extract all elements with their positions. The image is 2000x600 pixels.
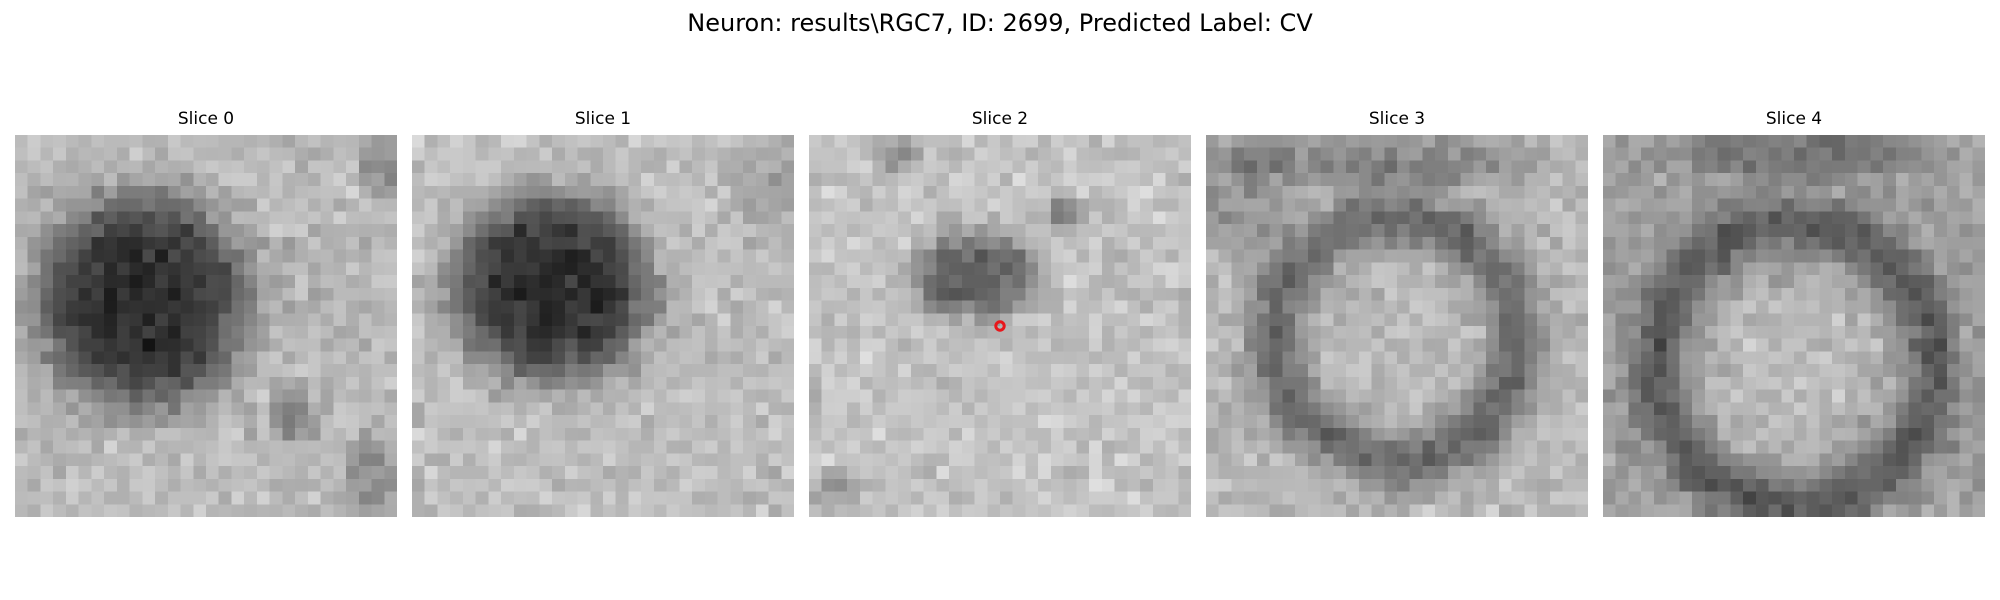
slice-panels: Slice 0 Slice 1 Slice 2 Slice 3 Slice 4 [15, 108, 1990, 518]
slice-title-4: Slice 4 [1765, 109, 1823, 129]
slice-title-2: Slice 2 [971, 109, 1029, 129]
slice-image-0 [15, 135, 397, 517]
slice-panel-0: Slice 0 [15, 108, 397, 517]
slice-title-0: Slice 0 [177, 109, 235, 129]
slice-title-3: Slice 3 [1368, 109, 1426, 129]
slice-image-2 [809, 135, 1191, 517]
figure-title: Neuron: results\RGC7, ID: 2699, Predicte… [687, 9, 1313, 37]
slice-image-4 [1603, 135, 1985, 517]
slice-title-1: Slice 1 [574, 109, 632, 129]
slice-panel-3: Slice 3 [1206, 108, 1588, 517]
slice-image-1 [412, 135, 794, 517]
slice-image-3 [1206, 135, 1588, 517]
slice-panel-4: Slice 4 [1603, 108, 1985, 517]
slice-panel-2: Slice 2 [809, 108, 1191, 517]
slice-panel-1: Slice 1 [412, 108, 794, 517]
